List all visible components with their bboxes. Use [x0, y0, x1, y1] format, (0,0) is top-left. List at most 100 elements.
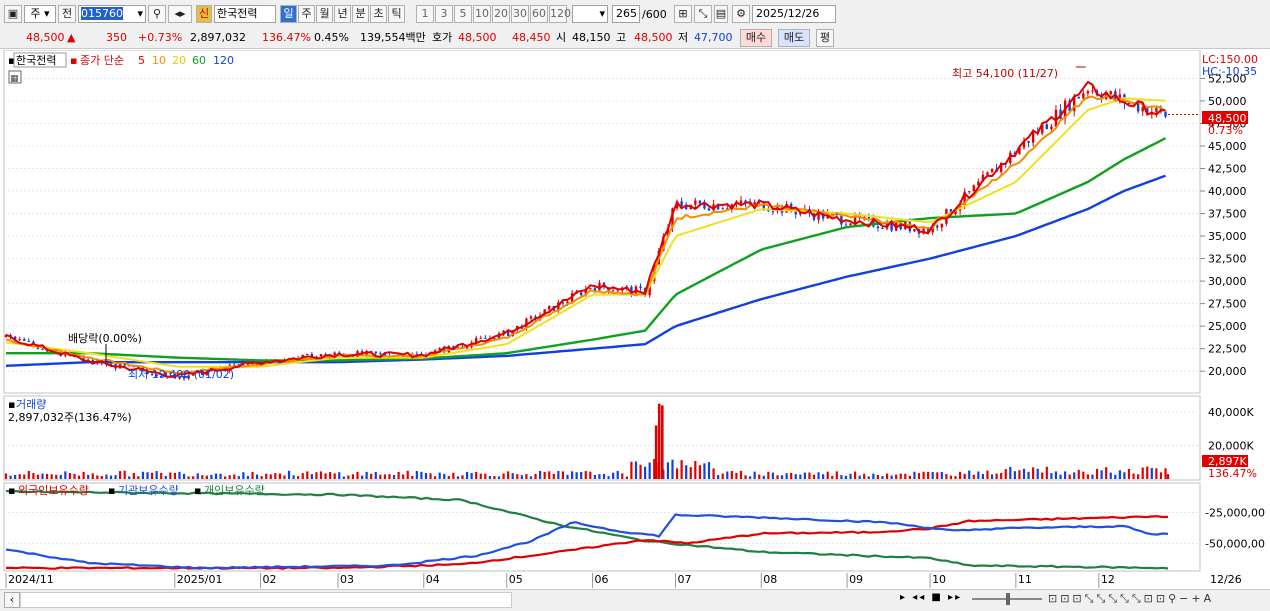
calendar-icon[interactable] — [8, 70, 22, 84]
volume-bar — [297, 476, 300, 479]
volume-bar — [205, 475, 208, 479]
candle-body — [593, 288, 597, 291]
zoom-slider[interactable] — [972, 592, 1042, 606]
volume-last-label: 2,897K — [1208, 455, 1247, 468]
candle-body — [771, 211, 775, 213]
candle-body — [744, 200, 747, 203]
volume-bar — [1027, 471, 1030, 479]
candle-body — [502, 330, 505, 334]
scrollbar-track[interactable] — [20, 592, 512, 608]
eval-button[interactable]: 평 — [816, 29, 834, 47]
window-menu-icon[interactable]: ▣ — [4, 5, 22, 23]
holder-line-institution — [5, 513, 1169, 570]
candle-body — [242, 364, 245, 366]
volume-bar — [274, 473, 277, 479]
gear-icon[interactable]: ⚙ — [732, 5, 750, 23]
volume-bar — [32, 473, 35, 479]
period-tab-5[interactable]: 초 — [370, 5, 387, 23]
buy-button[interactable]: 매수 — [740, 29, 772, 47]
scroll-left-icon[interactable]: ‹ — [4, 592, 20, 608]
draw-tool-icon[interactable]: ⤡ — [694, 5, 712, 23]
candle-body — [319, 354, 323, 357]
volume-bar — [945, 474, 948, 479]
volume-bar — [475, 472, 478, 479]
volume-bar — [169, 472, 172, 479]
market-select[interactable]: 주 ▾ — [24, 5, 56, 23]
candle-body — [1127, 102, 1131, 104]
volume-bar — [780, 475, 784, 479]
chart-settings-icon[interactable]: ⊞ — [674, 5, 692, 23]
candle-body — [497, 333, 501, 340]
y-tick-label: 30,000 — [1208, 275, 1247, 288]
interval-tab-3[interactable]: 3 — [435, 5, 453, 23]
candle-body — [630, 286, 633, 294]
candle-body — [972, 185, 975, 192]
volume-bar — [648, 462, 651, 479]
volume-bar — [1054, 471, 1058, 479]
period-tab-3[interactable]: 년 — [334, 5, 351, 23]
code-input[interactable]: 015760 ▾ — [78, 5, 146, 23]
chevron-down-icon[interactable]: ▾ — [599, 7, 605, 20]
candle-body — [1146, 107, 1149, 115]
volume-bar — [1077, 469, 1080, 479]
volume-bar — [776, 475, 779, 479]
volume-bar — [739, 470, 743, 479]
playback-controls[interactable]: ▸ ◂◂ ■ ▸▸ — [900, 592, 963, 603]
period-tab-1[interactable]: 주 — [298, 5, 315, 23]
candle-body — [990, 168, 994, 173]
chevron-down-icon[interactable]: ▾ — [137, 7, 143, 20]
period-tab-4[interactable]: 분 — [352, 5, 369, 23]
candle-body — [730, 204, 734, 209]
volume-bar — [1159, 472, 1163, 479]
interval-tab-10[interactable]: 10 — [473, 5, 491, 23]
volume-last-tag — [1202, 455, 1248, 467]
volume-bar — [100, 475, 103, 479]
volume-bar — [1013, 471, 1016, 479]
candle-body — [4, 334, 8, 337]
candle-body — [64, 354, 67, 356]
volume-bar — [529, 476, 533, 479]
volume-bar — [735, 472, 738, 479]
candle-body — [936, 225, 939, 228]
interval-tab-5[interactable]: 5 — [454, 5, 472, 23]
volume-bar — [59, 474, 62, 479]
interval-tab-30[interactable]: 30 — [511, 5, 529, 23]
interval-tab-1[interactable]: 1 — [416, 5, 434, 23]
candle-body — [908, 222, 912, 232]
prev-button[interactable]: 전 — [58, 5, 76, 23]
volume-bar — [685, 465, 688, 479]
grid — [4, 77, 1200, 544]
save-icon[interactable]: ▤ — [714, 5, 728, 23]
volume-bar — [269, 474, 272, 479]
volume-bar — [429, 473, 432, 479]
candle-body — [867, 216, 870, 218]
quote-price: 48,500 — [26, 31, 65, 44]
candle-body — [694, 200, 697, 205]
search-icon[interactable]: ⚲ — [148, 5, 166, 23]
volume-bar — [977, 471, 980, 479]
high-label: 고 — [616, 31, 627, 44]
legend-name-box[interactable] — [13, 52, 67, 68]
count-input[interactable]: 265 — [612, 5, 640, 23]
period-tab-6[interactable]: 틱 — [388, 5, 405, 23]
volume-bar — [1114, 474, 1117, 479]
volume-bar — [908, 475, 911, 479]
y-tick-label: 32,500 — [1208, 253, 1247, 266]
stock-name[interactable]: 한국전력 — [214, 5, 276, 23]
x-tick-label: 08 — [763, 573, 777, 586]
interval-dropdown[interactable]: ▾ — [572, 5, 608, 23]
low-label: 저 — [678, 31, 689, 44]
interval-tab-60[interactable]: 60 — [530, 5, 548, 23]
volume-bar — [602, 473, 606, 479]
period-tab-0[interactable]: 일 — [280, 5, 297, 23]
speaker-icon[interactable]: ◂▸ — [168, 5, 192, 23]
candle-body — [890, 223, 893, 231]
date-input[interactable]: 2025/12/26 — [752, 5, 836, 23]
candle-body — [1050, 126, 1053, 130]
sell-button[interactable]: 매도 — [778, 29, 810, 47]
interval-tab-20[interactable]: 20 — [492, 5, 510, 23]
interval-tab-120[interactable]: 120 — [549, 5, 571, 23]
period-tab-2[interactable]: 월 — [316, 5, 333, 23]
drawing-tools-icon[interactable]: ⊡⊡⊡⤡⤡⤡⤡⤡⊡⊡⚲−+A — [1048, 592, 1215, 605]
candle-body — [963, 191, 966, 205]
